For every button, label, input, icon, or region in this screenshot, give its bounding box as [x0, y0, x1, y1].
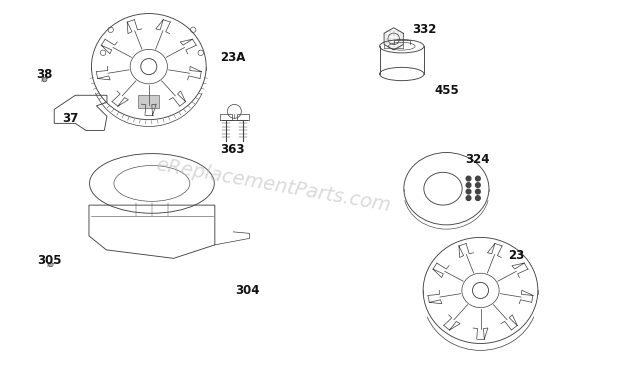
Text: 304: 304 [236, 284, 260, 297]
Text: eReplacementParts.com: eReplacementParts.com [154, 155, 392, 215]
Text: 23: 23 [508, 249, 525, 262]
Text: 363: 363 [220, 143, 245, 157]
Bar [138, 95, 159, 108]
Text: 455: 455 [434, 84, 459, 97]
Text: 37: 37 [62, 112, 78, 125]
Text: 332: 332 [412, 23, 436, 36]
Text: 38: 38 [36, 67, 52, 81]
Circle shape [466, 176, 471, 181]
Circle shape [476, 189, 480, 194]
Circle shape [476, 196, 480, 201]
Circle shape [476, 183, 480, 188]
Circle shape [476, 176, 480, 181]
Circle shape [466, 196, 471, 201]
Text: 305: 305 [37, 254, 62, 268]
Text: 324: 324 [465, 152, 490, 166]
Text: 23A: 23A [220, 51, 246, 64]
Circle shape [466, 183, 471, 188]
Circle shape [466, 189, 471, 194]
